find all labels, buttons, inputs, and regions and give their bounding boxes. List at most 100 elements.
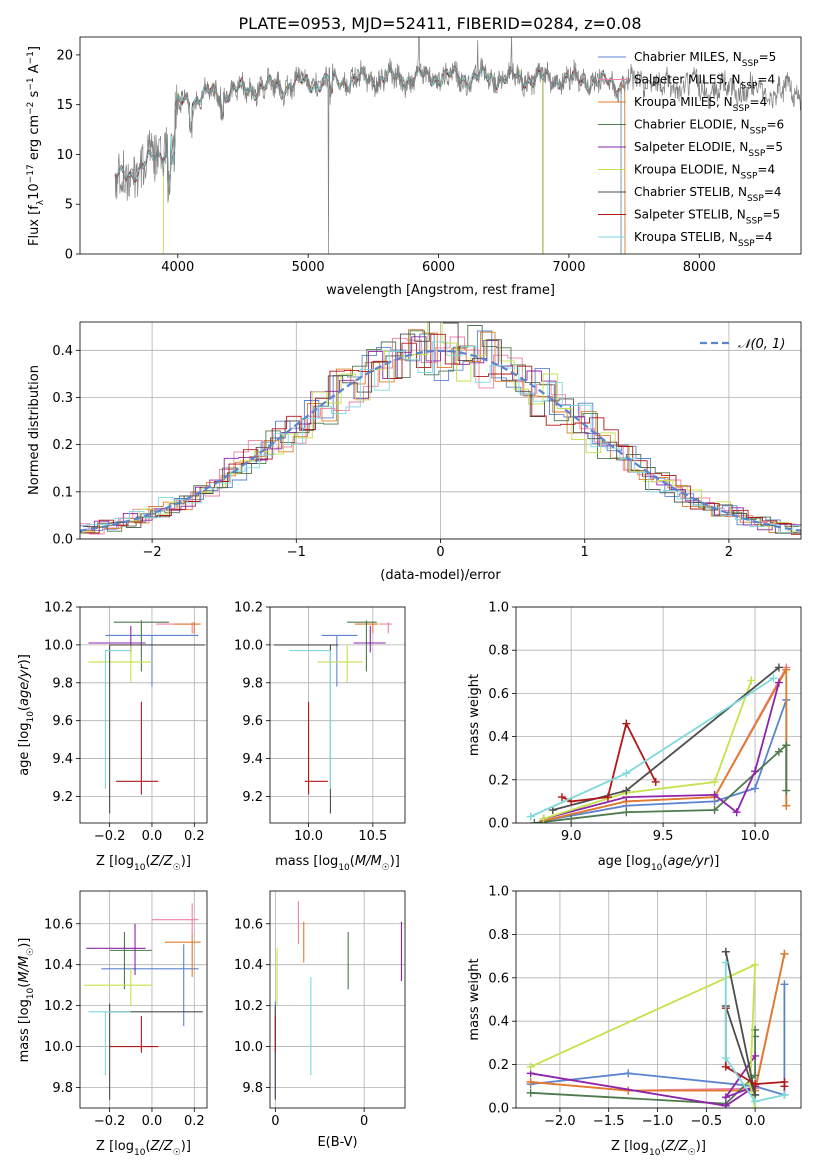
y-tick-label: 0.0 [52,533,73,548]
series-marker [526,1062,535,1071]
legend-label: Chabrier ELODIE, NSSP=6 [634,118,784,137]
errorbar-point [101,944,199,1027]
model-line-8 [114,66,622,254]
legend-label: Chabrier STELIB, NSSP=4 [634,185,782,204]
axes-frame [269,606,406,824]
y-tick-label: 0.0 [488,817,509,832]
y-tick-label: 0.8 [488,644,509,659]
series-marker [780,980,789,989]
series-line [530,963,757,1108]
plot-area [526,663,791,823]
x-tick-label: −0.2 [94,1114,126,1129]
errorbar-point [347,620,377,672]
series-marker [721,1062,730,1071]
series-marker [774,663,783,672]
y-tick-label: 1.0 [488,885,509,900]
x-axis-label: E(B-V) [317,1135,357,1150]
errorbar-point [109,1003,203,1100]
series-marker [751,1097,760,1106]
axes-spectrum: 4000 5000 6000 7000 8000 0 5 10 15 20 wavelength [… [26,36,802,298]
x-tick-label: 10.5 [358,829,387,844]
x-axis-label: Z [log10(Z/Z☉)] [96,1139,191,1158]
errorbar-point [321,634,358,687]
model-line-0 [114,65,622,254]
series-marker [651,777,660,786]
normal-curve [80,349,801,532]
series-marker [530,819,539,823]
x-tick-label: −2 [143,545,162,560]
y-tick-label: 0.3 [52,391,73,406]
errorbar-point [273,644,339,814]
y-tick-label: 9.8 [52,1081,73,1096]
series-line [530,953,786,1092]
y-axis-label: mass weight [467,958,482,1040]
series-marker [774,747,783,756]
x-tick-label: 0.0 [142,829,163,844]
series-marker [557,793,566,802]
axes-residual_hist: −2 −1 0 1 2 0.0 0.1 0.2 0.3 0.4 (data-model)/error… [27,321,802,583]
x-tick-label: 9.0 [561,829,582,844]
series-marker [567,814,576,823]
axis-frame: −2 −1 0 1 2 0.0 0.1 0.2 0.3 0.4 [52,321,802,560]
x-tick-label: 0.0 [745,1114,766,1129]
y-tick-label: 10.6 [234,917,263,932]
legend-label: Kroupa MILES, NSSP=4 [634,95,767,114]
x-tick-label: 8000 [683,260,716,275]
series-marker [782,665,791,674]
series-marker [782,786,791,795]
axis-frame: −2.0 −1.5 −1.0 −0.5 0.0 0.0 0.2 0.4 0.6 0.8 1.0 [488,885,802,1129]
x-tick-label: 10.0 [294,829,323,844]
y-tick-label: 10 [56,148,73,163]
series-marker [721,958,730,967]
y-tick-label: 10.2 [44,601,73,616]
errorbar-point [109,1015,159,1053]
gridlines [516,606,801,824]
axes-mass_vs_Z: −0.2 0.0 0.2 9.8 10.0 10.2 10.4 10.6 Z [log10(Z/… [17,890,208,1158]
axes-age_vs_Z: −0.2 0.0 0.2 9.2 9.4 9.6 9.8 10.0 10.2 Z [log10(Z… [17,601,208,873]
x-tick-label: 10.0 [741,829,770,844]
legend-label: Salpeter MILES, NSSP=4 [634,73,775,92]
x-tick-label: 6000 [422,260,455,275]
errorbar-point [173,622,201,634]
legend-label: Chabrier MILES, NSSP=5 [634,50,776,69]
y-tick-label: 9.8 [242,676,263,691]
axes-mass_vs_ebv: 0 0 9.8 10.0 10.2 10.4 10.6 E(B-V) [234,890,406,1150]
y-tick-label: 9.8 [242,1081,263,1096]
axes-frame [79,606,208,824]
x-axis-label: Z [log10(Z/Z☉)] [611,1139,706,1158]
errorbar-point [88,625,146,653]
errorbar-point [151,903,199,934]
y-tick-label: 9.4 [242,752,263,767]
y-tick-label: 10.2 [234,601,263,616]
y-axis-label: Normed distribution [27,365,42,495]
y-tick-label: 0.8 [488,928,509,943]
series-marker [539,814,548,823]
x-tick-label: 0.0 [142,1114,163,1129]
axes-frame [515,606,802,824]
series-marker [622,719,631,728]
errorbar-point [86,923,146,975]
y-tick-label: 9.2 [242,790,263,805]
y-tick-label: 10.2 [44,999,73,1014]
hist-series-8 [86,341,801,534]
gridlines [80,606,207,823]
legend: Chabrier MILES, NSSP=5 Salpeter MILES, NS… [598,50,784,249]
axis-frame: 10.0 10.5 9.2 9.4 9.6 9.8 10.0 10.2 [234,601,406,844]
series-marker [751,1051,760,1060]
y-tick-label: 0.1 [52,485,73,500]
series-marker [603,793,612,802]
series-marker [780,949,789,958]
series-marker [526,1088,535,1097]
errorbar-point [88,644,152,683]
gridlines [270,891,405,1108]
y-tick-label: 0.4 [488,730,509,745]
legend: 𝒩(0, 1) [700,337,785,352]
axes-massweight_vs_age: 9.0 9.5 10.0 0.0 0.2 0.4 0.6 0.8 1.0 mass weight a… [467,601,802,873]
x-axis-label: (data-model)/error [380,568,501,583]
y-tick-label: 0.6 [488,687,509,702]
y-tick-label: 20 [56,48,73,63]
x-tick-label: −0.2 [94,829,126,844]
plot-area [114,37,801,254]
plot-area [274,901,402,1100]
errorbar-point [353,625,386,653]
